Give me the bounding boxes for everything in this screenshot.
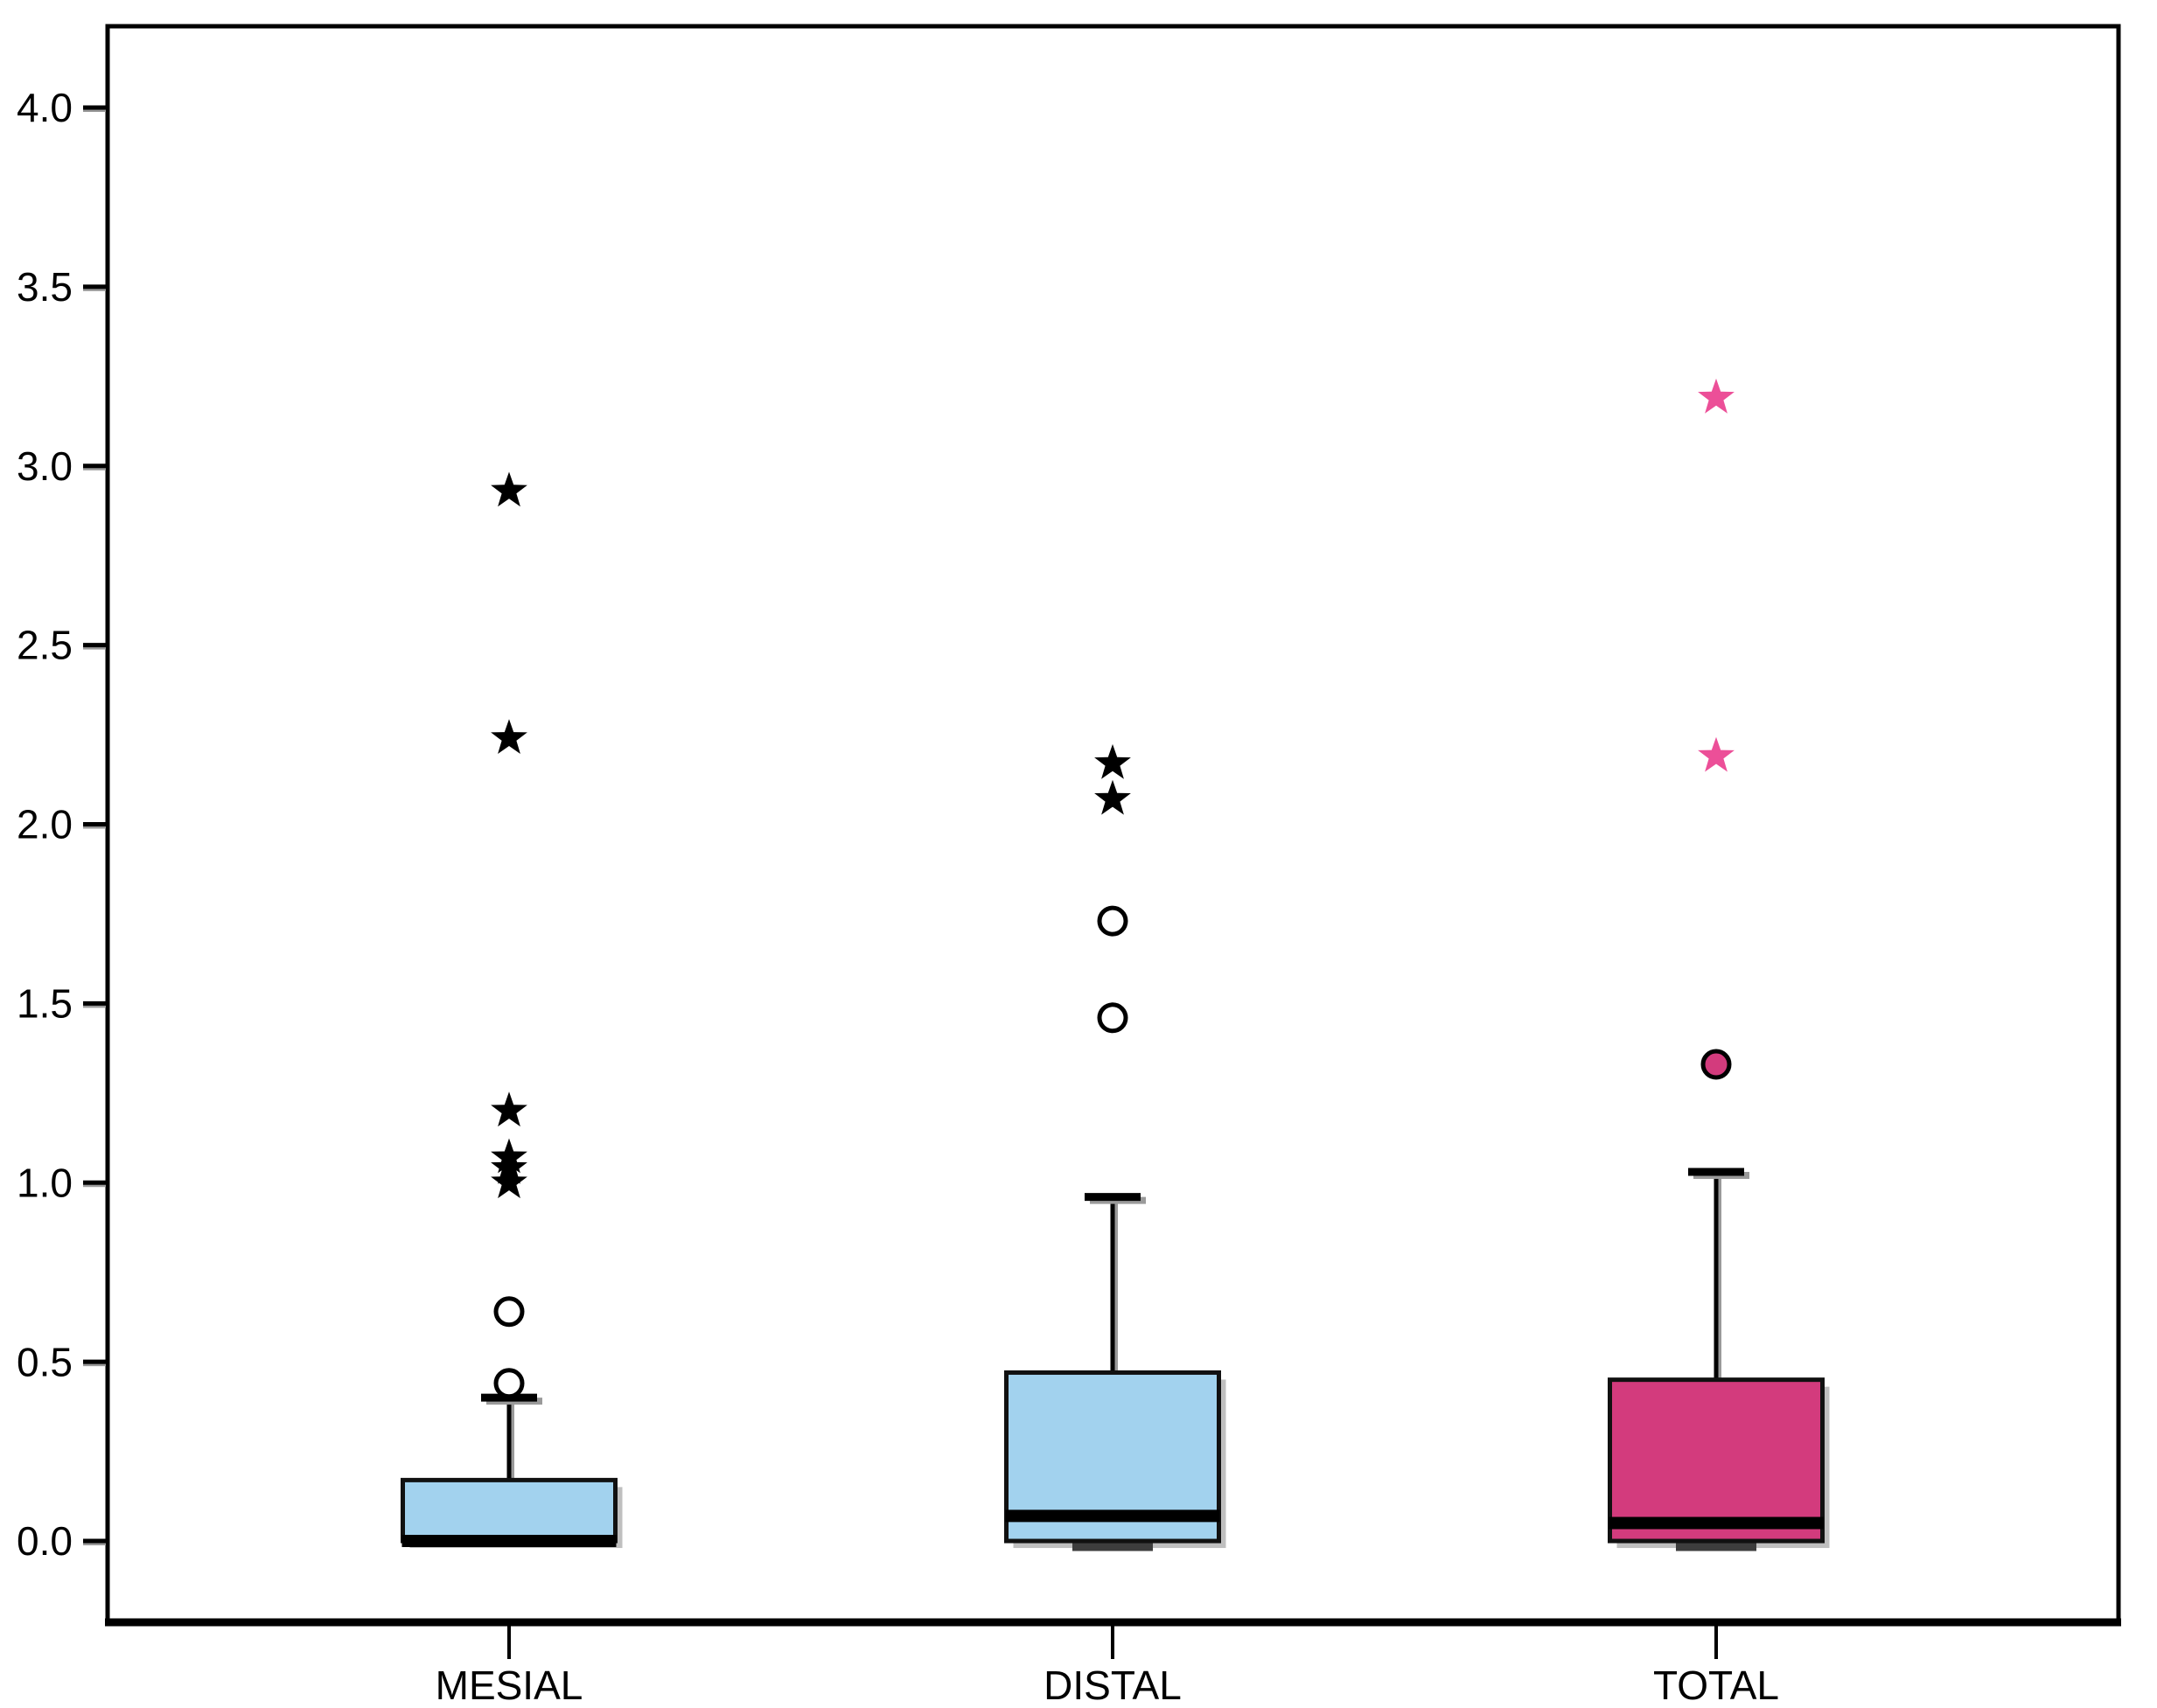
y-tick-label: 3.0 (17, 443, 73, 489)
outlier-star (1698, 378, 1735, 414)
outlier-circle (493, 1368, 525, 1399)
y-tick-label: 2.5 (17, 623, 73, 668)
outlier-star (491, 719, 527, 754)
category-label-mesial: MESIAL (436, 1663, 583, 1708)
outlier-star (491, 1091, 527, 1127)
boxplot-mesial (401, 471, 623, 1549)
y-tick-label: 0.0 (17, 1518, 73, 1564)
outlier-circle (1097, 1002, 1128, 1034)
outlier-star (491, 1163, 527, 1199)
outlier-star (491, 471, 527, 507)
outlier-star (1698, 736, 1735, 772)
box-iqr (1608, 1377, 1825, 1544)
y-tick-label: 2.0 (17, 802, 73, 847)
y-tick-label: 3.5 (17, 264, 73, 310)
boxplot-distal (1004, 743, 1226, 1551)
outlier-star (1094, 743, 1131, 779)
boxplot-total (1608, 378, 1830, 1551)
category-label-total: TOTAL (1653, 1663, 1779, 1708)
y-tick-label: 1.0 (17, 1160, 73, 1205)
box-iqr (401, 1477, 618, 1544)
outlier-circle-filled (1700, 1049, 1732, 1080)
outlier-circle (1097, 905, 1128, 937)
category-label-distal: DISTAL (1044, 1663, 1182, 1708)
y-tick-label: 4.0 (17, 85, 73, 130)
y-tick-label: 1.5 (17, 981, 73, 1027)
outlier-star (1094, 779, 1131, 815)
outlier-circle (493, 1296, 525, 1328)
y-tick-label: 0.5 (17, 1339, 73, 1384)
